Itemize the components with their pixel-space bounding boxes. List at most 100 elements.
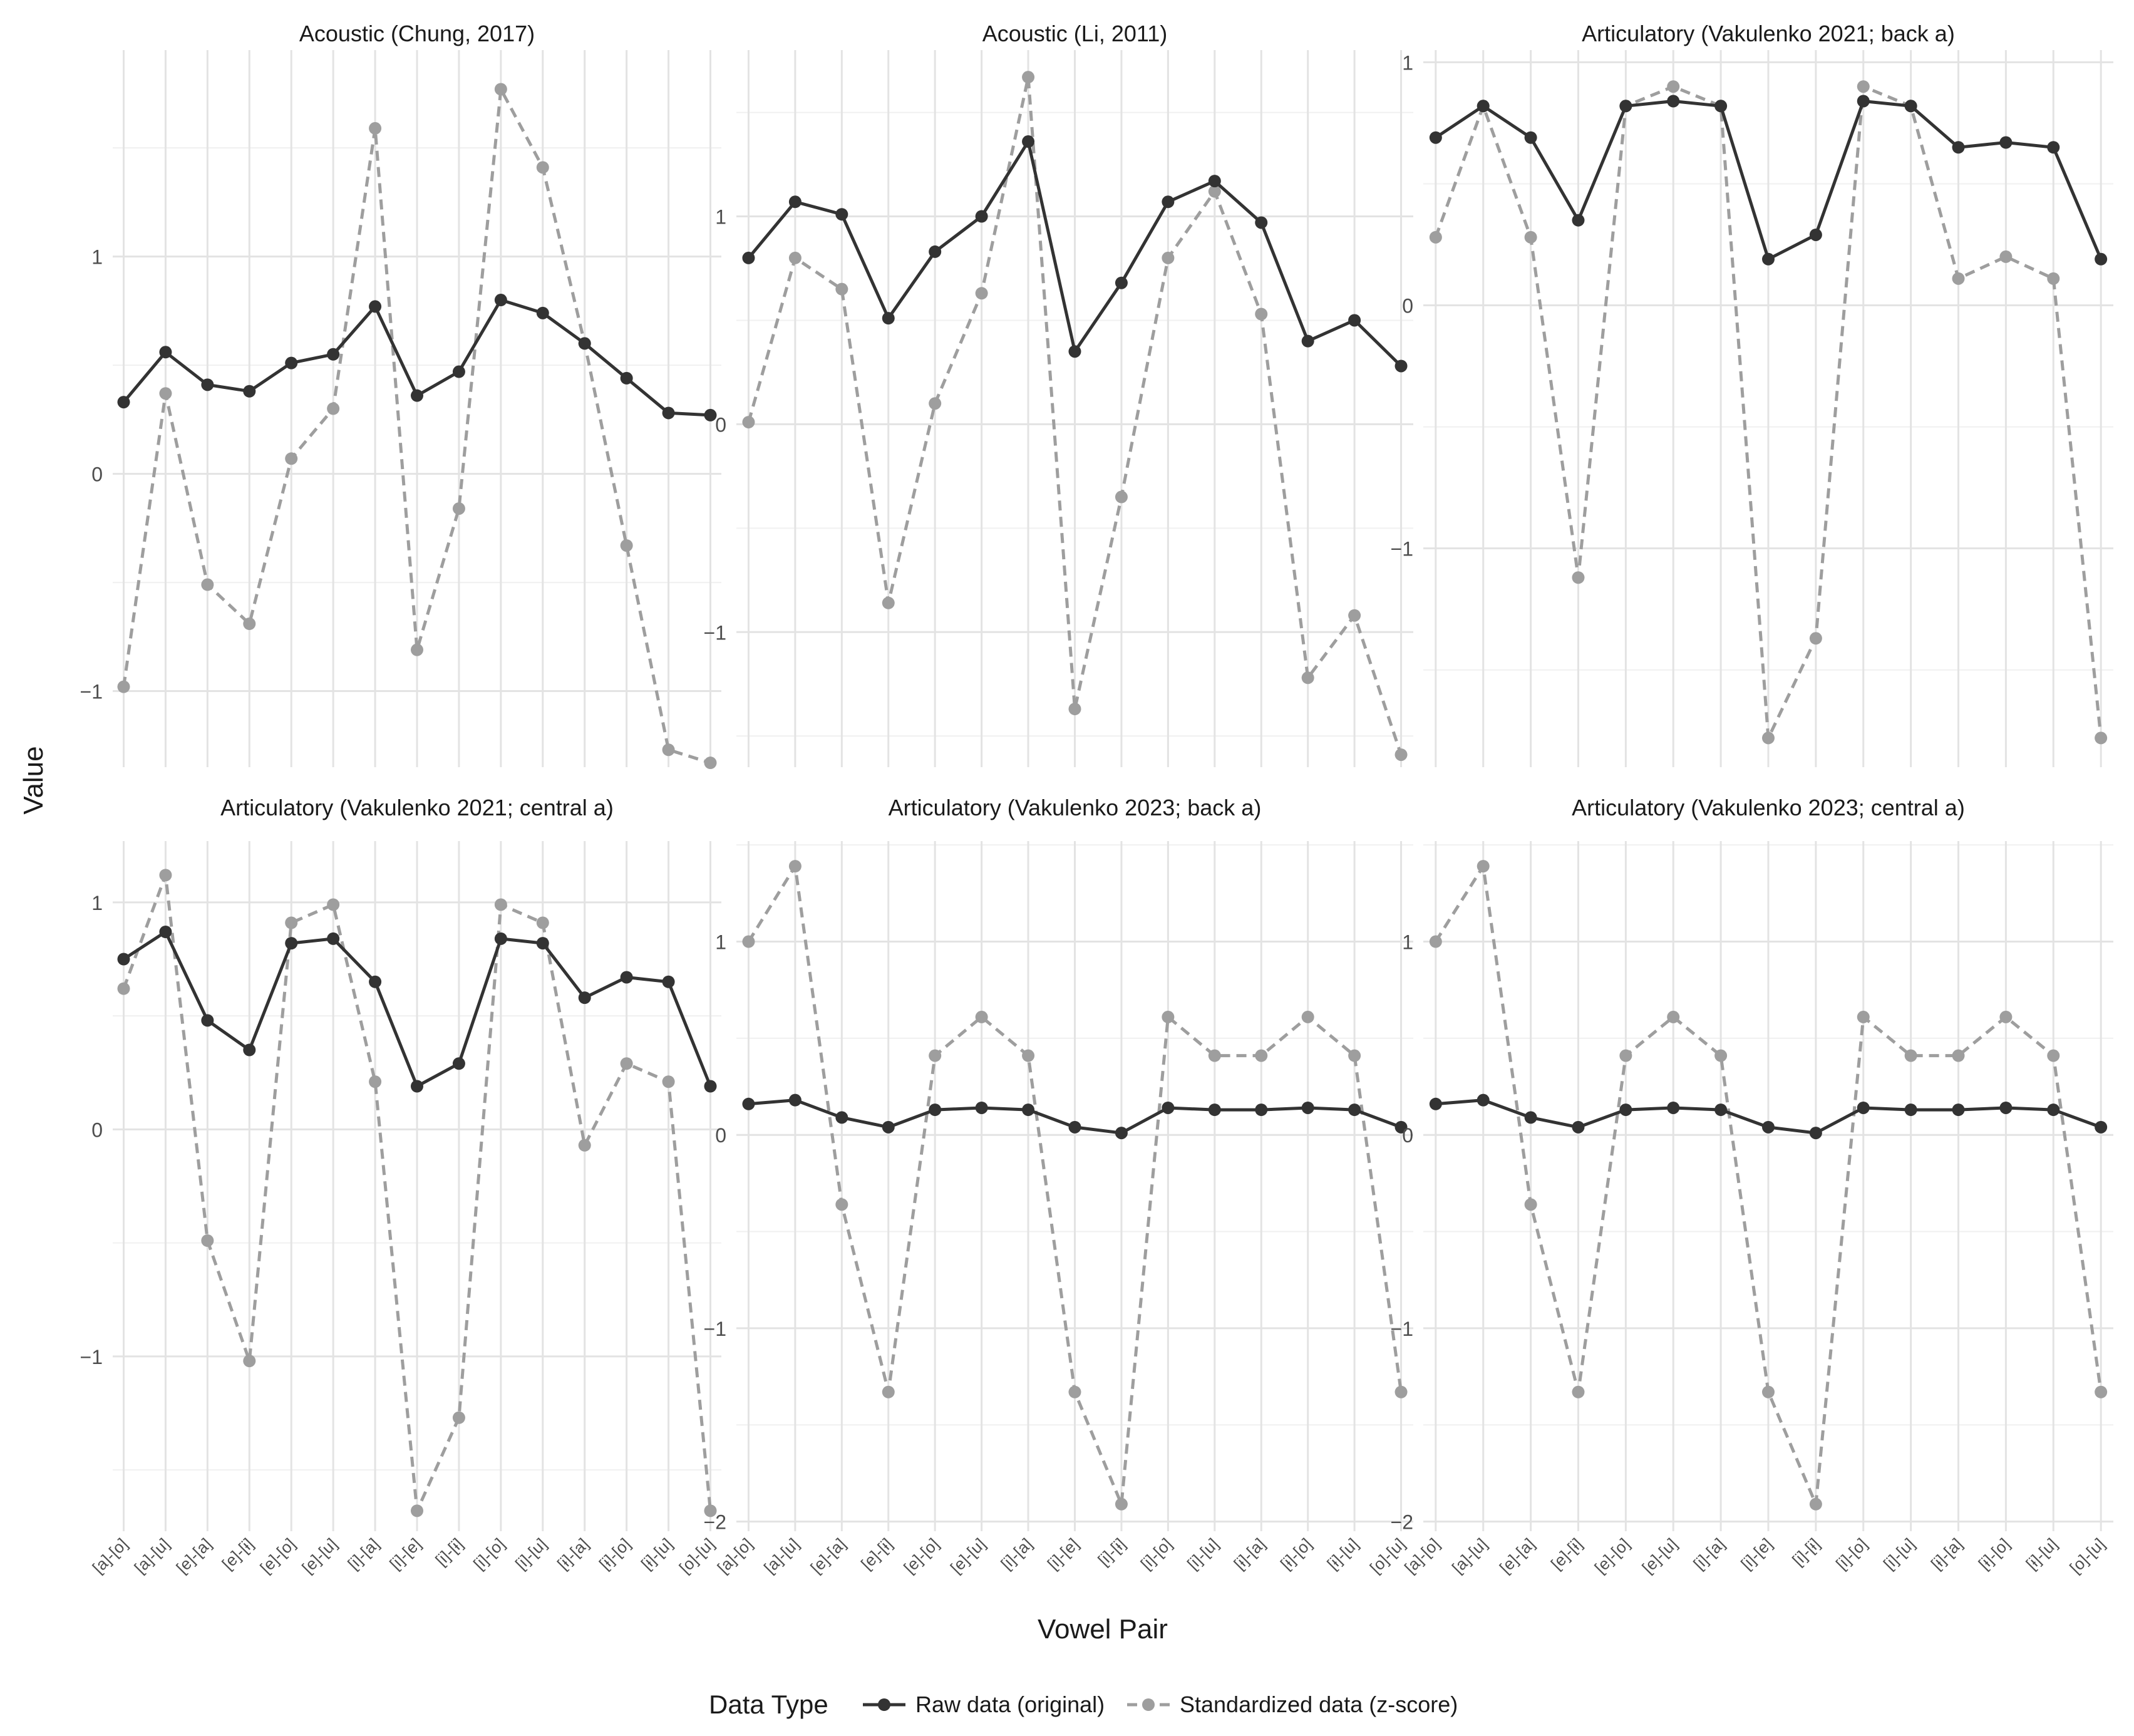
data-point-standardized bbox=[1809, 632, 1822, 645]
y-tick-label: −1 bbox=[704, 621, 726, 644]
data-point-standardized bbox=[1022, 71, 1035, 84]
data-point-standardized bbox=[1524, 1198, 1537, 1211]
data-point-raw bbox=[929, 1103, 942, 1117]
y-tick-label: −1 bbox=[1391, 1318, 1413, 1340]
data-point-raw bbox=[159, 926, 172, 938]
data-point-standardized bbox=[452, 502, 465, 515]
data-point-standardized bbox=[117, 680, 130, 693]
data-point-raw bbox=[1857, 1101, 1870, 1114]
data-point-standardized bbox=[620, 1057, 633, 1070]
x-tick-label: [a]-[u] bbox=[760, 1534, 803, 1577]
data-point-raw bbox=[2095, 1120, 2108, 1134]
legend-label-raw: Raw data (original) bbox=[915, 1692, 1105, 1717]
data-point-standardized bbox=[704, 757, 717, 770]
x-tick-label: [ɨ]-[o] bbox=[1277, 1534, 1316, 1573]
data-point-standardized bbox=[1714, 1049, 1728, 1062]
data-point-raw bbox=[975, 1101, 988, 1114]
legend-item-standardized: Standardized data (z-score) bbox=[1127, 1692, 1458, 1717]
data-point-standardized bbox=[536, 161, 549, 174]
x-tick-label: [e]-[u] bbox=[298, 1534, 341, 1577]
data-point-raw bbox=[662, 406, 675, 420]
data-point-standardized bbox=[882, 596, 895, 609]
data-point-raw bbox=[1162, 195, 1175, 209]
y-tick-label: −1 bbox=[80, 1346, 103, 1368]
data-point-raw bbox=[494, 932, 507, 945]
data-point-raw bbox=[1762, 1120, 1775, 1134]
y-tick-label: 1 bbox=[715, 931, 726, 954]
x-tick-label: [e]-[ɨ] bbox=[1547, 1534, 1586, 1573]
data-point-standardized bbox=[1809, 1497, 1822, 1511]
legend: Data Type Raw data (original) Standardiz… bbox=[709, 1690, 1458, 1719]
data-point-raw bbox=[1857, 95, 1870, 108]
panel-title: Acoustic (Li, 2011) bbox=[982, 21, 1167, 46]
legend-key-standardized-point bbox=[1142, 1698, 1155, 1711]
x-tick-label: [ɨ]-[o] bbox=[1975, 1534, 2014, 1573]
series-line-standardized bbox=[747, 75, 1403, 755]
data-point-standardized bbox=[1429, 230, 1442, 244]
data-point-standardized bbox=[704, 1504, 717, 1517]
data-point-raw bbox=[1619, 1103, 1632, 1117]
data-point-raw bbox=[117, 953, 130, 966]
x-tick-label: [i]-[o] bbox=[470, 1534, 508, 1573]
data-point-standardized bbox=[201, 578, 214, 591]
data-point-standardized bbox=[369, 121, 382, 135]
data-point-standardized bbox=[975, 1010, 988, 1023]
data-point-standardized bbox=[1301, 671, 1314, 685]
panel-title: Acoustic (Chung, 2017) bbox=[299, 21, 535, 46]
data-point-raw bbox=[327, 932, 340, 945]
y-tick-label: 0 bbox=[1402, 1124, 1413, 1147]
data-point-raw bbox=[1068, 1120, 1081, 1134]
data-point-raw bbox=[1572, 214, 1585, 227]
data-point-raw bbox=[704, 1080, 717, 1093]
data-point-standardized bbox=[1952, 1049, 1965, 1062]
data-point-standardized bbox=[243, 1355, 256, 1368]
data-point-raw bbox=[369, 975, 382, 988]
data-point-standardized bbox=[285, 452, 298, 465]
data-point-raw bbox=[1904, 100, 1917, 113]
panel-title: Articulatory (Vakulenko 2023; central a) bbox=[1572, 795, 1965, 820]
data-point-standardized bbox=[1115, 1497, 1128, 1511]
data-point-raw bbox=[494, 294, 507, 307]
data-point-raw bbox=[285, 937, 298, 950]
y-tick-label: −2 bbox=[1391, 1511, 1413, 1534]
x-tick-label: [i]-[e] bbox=[1737, 1534, 1776, 1573]
x-tick-label: [a]-[o] bbox=[89, 1534, 131, 1577]
data-point-raw bbox=[1477, 100, 1490, 113]
x-tick-label: [a]-[o] bbox=[1401, 1534, 1443, 1577]
data-point-raw bbox=[2047, 141, 2060, 154]
data-point-raw bbox=[1809, 1127, 1822, 1140]
data-point-raw bbox=[835, 208, 848, 221]
data-point-raw bbox=[1714, 100, 1728, 113]
data-point-raw bbox=[411, 389, 423, 402]
data-point-standardized bbox=[1348, 1049, 1361, 1062]
data-point-standardized bbox=[2047, 272, 2060, 285]
x-tick-label: [i]-[ɨ] bbox=[1788, 1534, 1823, 1569]
x-tick-label: [i]-[ɨ] bbox=[431, 1534, 466, 1569]
panel-2: Acoustic (Li, 2011) −1 0 1 bbox=[704, 21, 1413, 767]
y-tick-label: 1 bbox=[91, 892, 103, 914]
data-point-standardized bbox=[1667, 80, 1680, 93]
data-point-raw bbox=[327, 348, 340, 361]
x-tick-label: [a]-[o] bbox=[713, 1534, 756, 1577]
data-point-raw bbox=[788, 195, 802, 209]
panel-title: Articulatory (Vakulenko 2021; central a) bbox=[220, 795, 614, 820]
data-point-standardized bbox=[159, 869, 172, 882]
data-point-standardized bbox=[1301, 1010, 1314, 1023]
panel-5: Articulatory (Vakulenko 2023; back a) −2 −… bbox=[704, 795, 1413, 1577]
x-tick-label: [e]-[ɨ] bbox=[218, 1534, 257, 1573]
x-tick-label: [o]-[u] bbox=[2066, 1534, 2108, 1577]
data-point-standardized bbox=[835, 1198, 848, 1211]
data-point-raw bbox=[117, 396, 130, 409]
data-point-raw bbox=[1022, 135, 1035, 148]
data-point-standardized bbox=[1572, 1385, 1585, 1398]
data-point-raw bbox=[1394, 1120, 1408, 1134]
x-tick-label: [i]-[a] bbox=[997, 1534, 1036, 1573]
data-point-raw bbox=[1301, 1101, 1314, 1114]
data-point-raw bbox=[285, 356, 298, 369]
data-point-standardized bbox=[929, 397, 942, 410]
series-line-standardized bbox=[122, 88, 711, 765]
x-tick-label: [i]-[o] bbox=[1137, 1534, 1176, 1573]
data-point-standardized bbox=[1952, 272, 1965, 285]
data-point-raw bbox=[1952, 141, 1965, 154]
data-point-raw bbox=[201, 378, 214, 391]
